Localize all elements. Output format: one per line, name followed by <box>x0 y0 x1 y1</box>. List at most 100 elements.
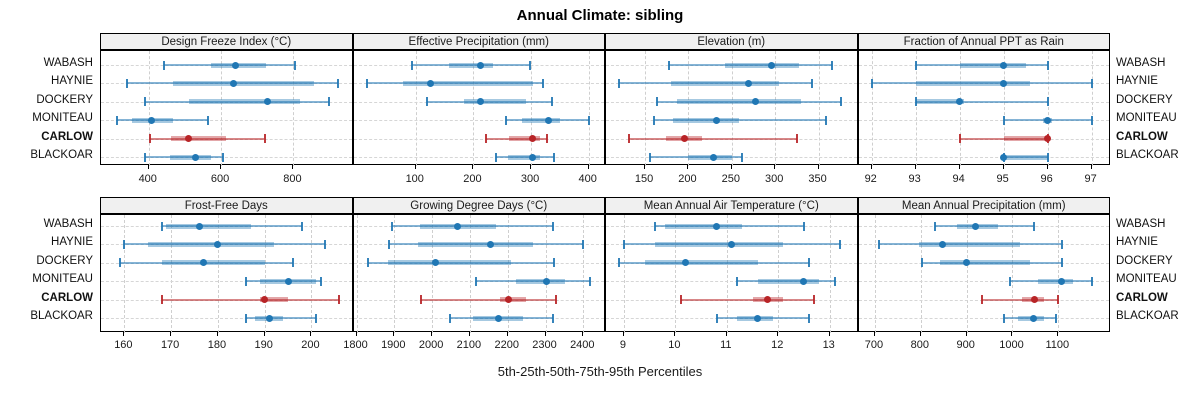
median-dot <box>1000 61 1008 69</box>
x-tick-mark <box>1011 332 1013 336</box>
whisker-cap-low <box>653 221 656 231</box>
x-gridline <box>588 51 590 166</box>
whisker-cap-high <box>1033 221 1035 231</box>
x-tick-label: 11 <box>720 339 732 351</box>
panel-strip-title: Effective Precipitation (mm) <box>408 35 549 48</box>
median-dot <box>505 296 513 304</box>
x-tick-mark <box>530 165 532 169</box>
whisker-cap-high <box>808 313 811 323</box>
whisker-cap-high <box>263 134 266 144</box>
whisker-line <box>650 156 743 158</box>
median-dot <box>185 135 193 143</box>
whisker-cap-high <box>588 276 591 286</box>
iqr-band <box>915 99 965 105</box>
median-dot <box>529 153 537 161</box>
whisker-cap-low <box>144 97 147 107</box>
whisker-cap-high <box>552 221 555 231</box>
iqr-band <box>724 62 799 68</box>
x-tick-label: 2100 <box>456 339 482 351</box>
whisker-cap-high <box>551 97 554 107</box>
iqr-band <box>644 260 758 266</box>
x-tick-mark <box>544 332 546 336</box>
x-tick-label: 300 <box>765 173 784 185</box>
whisker-cap-high <box>1054 313 1057 323</box>
iqr-band <box>171 136 227 142</box>
whisker-cap-low <box>244 313 247 323</box>
whisker-cap-low <box>921 258 924 268</box>
median-dot <box>453 222 461 230</box>
x-tick-label: 350 <box>808 173 827 185</box>
x-gridline <box>507 215 509 333</box>
median-dot <box>528 135 536 143</box>
x-tick-label: 100 <box>405 173 424 185</box>
site-label-right: WABASH <box>1116 218 1166 230</box>
x-gridline <box>688 51 690 166</box>
x-tick-label: 200 <box>463 173 482 185</box>
whisker-line <box>879 243 1062 246</box>
row-guide-line <box>858 281 1109 283</box>
row-guide-line <box>101 120 352 122</box>
whisker-cap-low <box>115 115 118 125</box>
site-label-left: HAYNIE <box>51 75 93 88</box>
whisker-cap-low <box>618 78 620 88</box>
whisker-cap-high <box>291 258 294 268</box>
row-guide-line <box>858 157 1109 158</box>
whisker-line <box>427 100 553 103</box>
whisker-cap-low <box>160 221 163 231</box>
median-dot <box>261 296 269 304</box>
median-dot <box>938 240 946 248</box>
whisker-cap-high <box>1090 115 1093 125</box>
iqr-band <box>672 117 739 123</box>
site-label-right: WABASH <box>1116 57 1166 69</box>
whisker-cap-low <box>980 295 983 305</box>
whisker-cap-low <box>870 78 873 88</box>
x-tick-label: 600 <box>210 173 230 185</box>
whisker-cap-low <box>366 78 369 88</box>
x-tick-label: 2000 <box>418 339 444 351</box>
x-gridline <box>1003 51 1005 166</box>
median-dot <box>751 98 759 106</box>
median-dot <box>544 116 552 124</box>
site-label-left: HAYNIE <box>51 236 93 249</box>
whisker-cap-high <box>581 239 584 249</box>
x-tick-mark <box>506 332 508 336</box>
x-tick-label: 92 <box>864 173 877 185</box>
iqr-band <box>147 241 274 247</box>
x-tick-mark <box>587 165 589 169</box>
x-tick-mark <box>472 165 474 169</box>
panel-strip: Growing Degree Days (°C) <box>352 197 605 214</box>
median-dot <box>800 277 808 285</box>
whisker-cap-high <box>293 60 296 70</box>
x-gridline <box>356 215 358 333</box>
panel-strip: Mean Annual Air Temperature (°C) <box>605 197 858 214</box>
x-gridline <box>264 215 266 333</box>
x-gridline <box>1012 215 1014 333</box>
iqr-band <box>402 80 533 86</box>
site-label-right: CARLOW <box>1116 130 1168 143</box>
whisker-cap-high <box>1061 258 1064 268</box>
whisker-cap-low <box>934 221 937 231</box>
x-gridline <box>545 215 547 333</box>
site-label-left: DOCKERY <box>36 93 93 106</box>
whisker-line <box>657 100 842 103</box>
whisker-cap-high <box>833 276 836 286</box>
median-dot <box>1000 79 1008 87</box>
row-guide-line <box>101 157 352 158</box>
whisker-line <box>116 119 208 122</box>
x-gridline <box>171 215 173 333</box>
whisker-cap-high <box>545 134 548 144</box>
panel-strip-title: Design Freeze Index (°C) <box>161 35 292 48</box>
iqr-band <box>499 297 527 303</box>
site-label-right: BLACKOAR <box>1116 310 1179 322</box>
whisker-cap-high <box>319 276 322 286</box>
x-gridline <box>217 215 219 333</box>
iqr-band <box>959 62 1026 68</box>
whisker-cap-high <box>741 152 744 162</box>
x-gridline <box>148 51 150 166</box>
x-tick-label: 2300 <box>532 339 557 351</box>
x-tick-mark <box>674 332 676 336</box>
median-dot <box>148 116 156 124</box>
x-tick-label: 300 <box>520 173 540 185</box>
iqr-band <box>259 297 289 303</box>
median-dot <box>486 240 494 248</box>
